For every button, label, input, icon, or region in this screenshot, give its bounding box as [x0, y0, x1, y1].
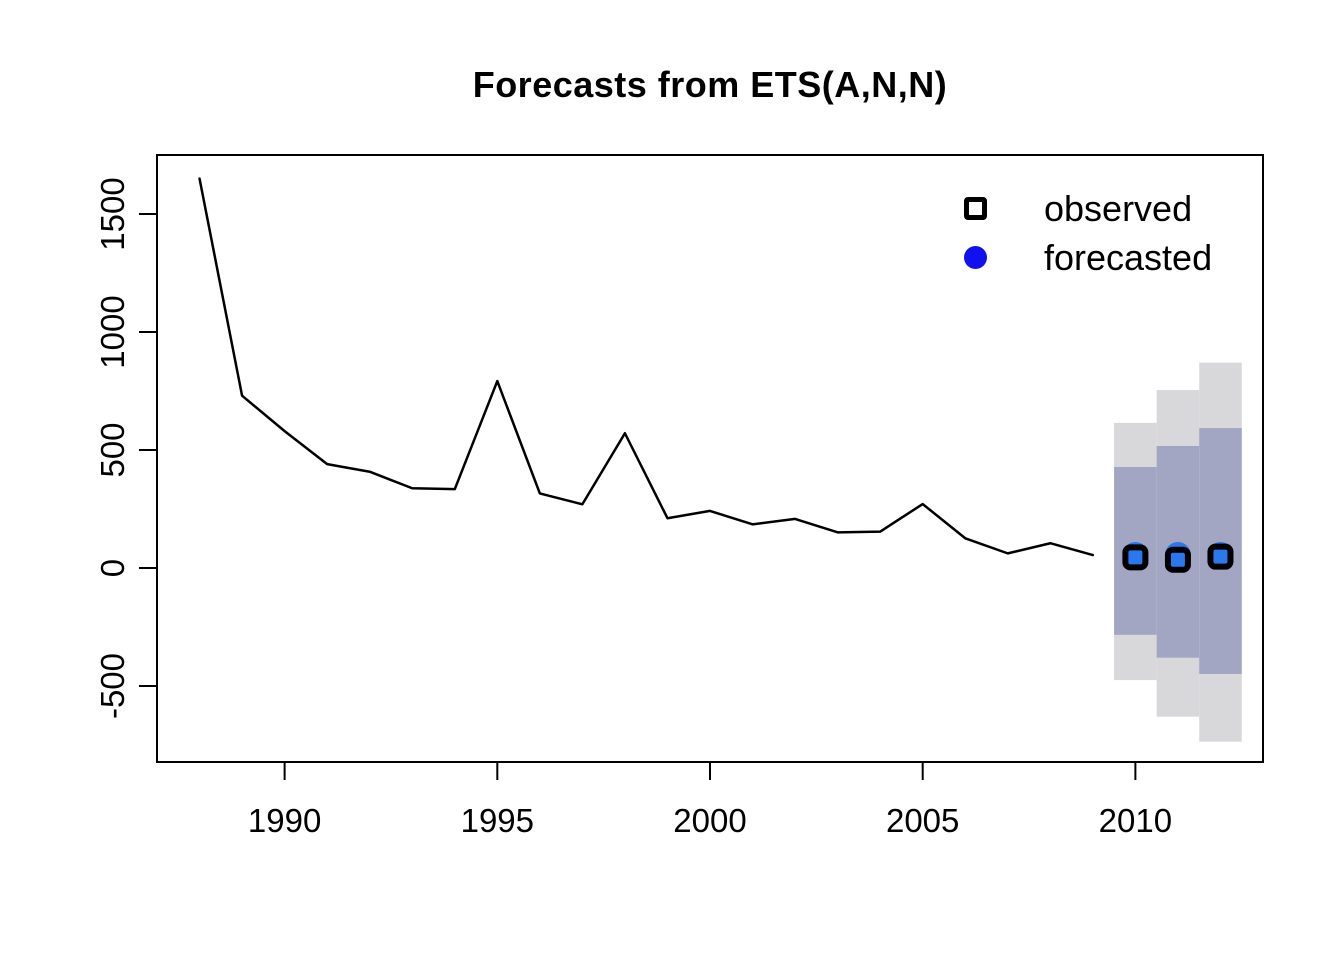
y-axis-tick-label: 1000	[94, 295, 131, 368]
legend-label-observed: observed	[1044, 187, 1193, 229]
x-axis-tick-label: 2005	[886, 802, 959, 839]
legend-item-observed: observed	[962, 184, 1212, 233]
observed-point-marker	[1122, 544, 1149, 571]
legend-item-forecasted: forecasted	[962, 233, 1212, 282]
observed-point-marker	[1164, 546, 1191, 573]
x-axis-tick-label: 1990	[248, 802, 321, 839]
y-axis-tick-label: -500	[94, 653, 131, 719]
x-axis-tick-label: 2000	[673, 802, 746, 839]
legend: observed forecasted	[962, 184, 1212, 282]
x-axis-tick-label: 2010	[1099, 802, 1172, 839]
y-axis-tick-label: 500	[94, 422, 131, 477]
filled-circle-icon	[962, 246, 988, 269]
observed-point-marker	[1207, 543, 1234, 570]
y-axis-tick-label: 0	[94, 559, 131, 577]
legend-label-forecasted: forecasted	[1044, 236, 1213, 278]
y-axis-tick-label: 1500	[94, 177, 131, 250]
x-axis-tick-label: 1995	[461, 802, 534, 839]
series-line	[198, 177, 1095, 557]
chart-title: Forecasts from ETS(A,N,N)	[472, 64, 948, 105]
open-square-icon	[962, 197, 988, 220]
